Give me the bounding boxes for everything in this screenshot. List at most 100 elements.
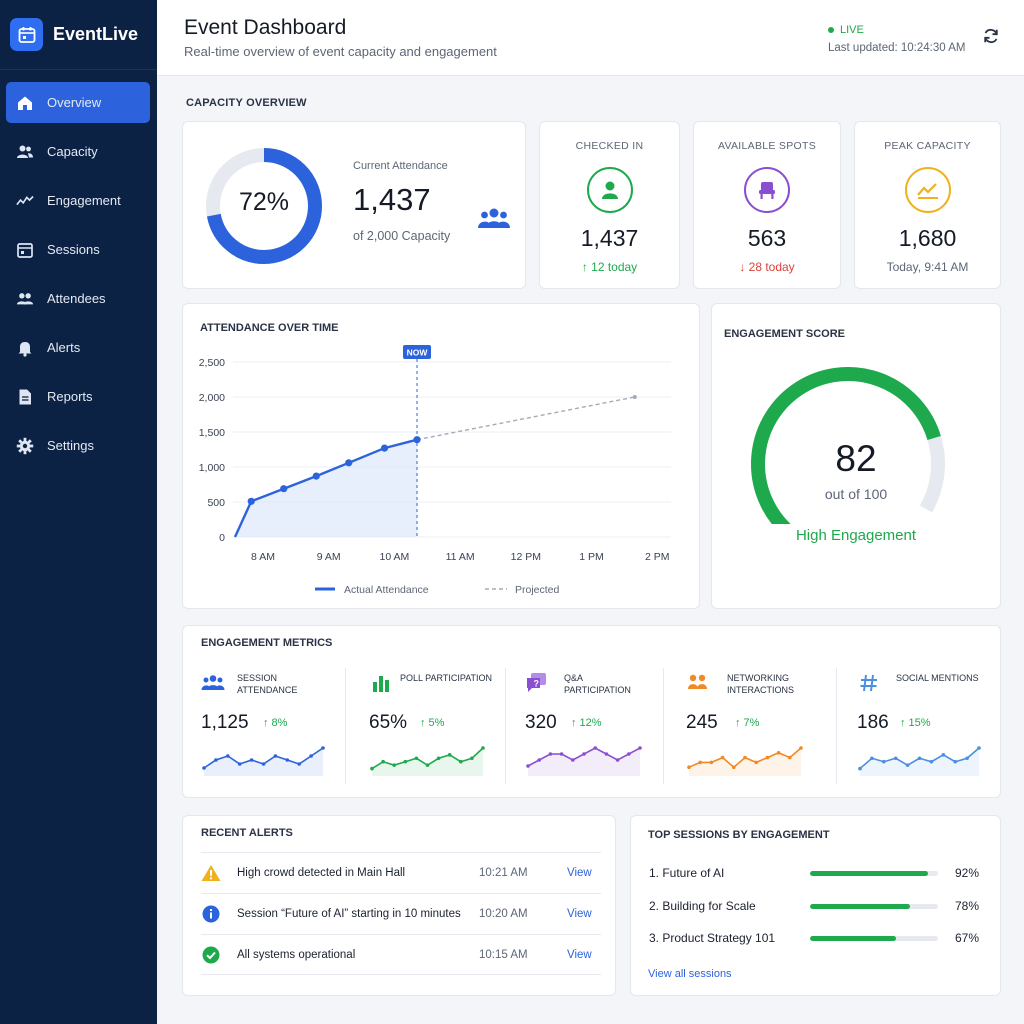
sparkline-point (285, 758, 290, 762)
chat-icon: ? (525, 672, 549, 694)
warning-icon (201, 863, 221, 883)
sparkline-point (929, 759, 934, 764)
live-dot-icon (828, 27, 834, 33)
sparkline-point (615, 758, 620, 762)
network-icon (686, 672, 710, 694)
sparkline-point (870, 756, 874, 761)
sidebar-item-label: Attendees (47, 291, 106, 306)
session-row: 1. Future of AI 92% (649, 864, 989, 884)
sparkline-point (858, 766, 862, 771)
stat-value: 563 (747, 225, 787, 251)
page-title: Event Dashboard (184, 16, 347, 39)
sparkline-area (689, 748, 801, 776)
metric-value: 186 (857, 712, 889, 733)
now-badge (403, 345, 431, 359)
last-updated: Last updated: 10:24:30 AM (828, 42, 966, 54)
capacity-percent: 72% (238, 188, 290, 216)
sidebar-item-engagement[interactable]: Engagement (6, 180, 150, 221)
sparkline-point (799, 746, 803, 750)
capacity-total: of 2,000 Capacity (353, 229, 451, 243)
live-label: LIVE (840, 24, 864, 36)
attendance-chart: 0 500 1,000 1,500 2,000 2,500 8 AM 9 AM 10 AM 11 … (199, 345, 671, 596)
stat-label: CHECKED IN (575, 140, 644, 152)
metric-poll-participation: POLL PARTICIPATION 65% ↑ 5% (369, 666, 509, 786)
sparkline-point (237, 762, 242, 766)
metric-change: ↑ 5% (420, 717, 445, 729)
sparkline-point (732, 765, 736, 769)
sparkline-area (528, 748, 640, 776)
sparkline-social-mentions (858, 746, 981, 776)
gear-icon (16, 437, 34, 455)
metric-label: Q&A PARTICIPATION (564, 673, 631, 695)
sidebar-item-attendees[interactable]: Attendees (6, 278, 150, 319)
metric-value: 65% (369, 712, 408, 733)
stat-value: 1,437 (580, 225, 639, 251)
recent-alerts-title: RECENT ALERTS (201, 827, 293, 839)
view-all-sessions-link[interactable]: View all sessions (648, 968, 732, 980)
sparkline-point (273, 754, 278, 758)
attendance-chart-card: ATTENDANCE OVER TIME 0 500 1,000 1,500 2,000… (182, 303, 700, 609)
sparkline-point (893, 756, 898, 761)
x-tick-label: 12 PM (511, 551, 541, 563)
alert-view-link[interactable]: View (567, 949, 592, 961)
sparkline-point (459, 759, 463, 764)
alert-time: 10:20 AM (479, 908, 528, 920)
sidebar-item-capacity[interactable]: Capacity (6, 131, 150, 172)
capacity-donut (206, 148, 322, 264)
sidebar-item-alerts[interactable]: Alerts (6, 327, 150, 368)
sidebar: EventLive Overview Capacity Engagement S… (0, 0, 157, 1024)
hashtag-icon (857, 672, 881, 694)
metric-label: SOCIAL MENTIONS (896, 673, 979, 683)
sparkline-point (309, 754, 313, 758)
alert-row: All systems operational 10:15 AM View (201, 934, 601, 975)
sparkline-area (204, 748, 323, 776)
session-percent: 78% (955, 899, 980, 913)
sparkline-point (226, 754, 230, 758)
metric-change: ↑ 15% (900, 717, 931, 729)
attendance-chart-title: ATTENDANCE OVER TIME (200, 322, 339, 334)
info-icon (201, 904, 221, 924)
actual-attendance-area (235, 439, 417, 537)
sparkline-point (593, 746, 597, 750)
stat-change: ↑ 12 today (581, 260, 638, 274)
sparkline-point (709, 760, 714, 765)
sidebar-item-label: Overview (47, 95, 102, 110)
gauge-fill (751, 367, 941, 524)
sidebar-item-settings[interactable]: Settings (6, 425, 150, 466)
metric-change: ↑ 12% (571, 717, 602, 729)
x-tick-label: 10 AM (380, 551, 410, 563)
sparkline-point (905, 763, 910, 767)
top-sessions-card: TOP SESSIONS BY ENGAGEMENT 1. Future of … (630, 815, 1001, 996)
sidebar-item-label: Sessions (47, 242, 100, 257)
sparkline-point (720, 755, 725, 760)
session-bar-track (810, 904, 938, 909)
alert-view-link[interactable]: View (567, 867, 592, 879)
sparkline-point (941, 753, 946, 757)
person-icon (586, 167, 633, 213)
group-icon (477, 206, 511, 237)
sparkline-session-attendance (202, 746, 325, 776)
sparkline-point (698, 760, 702, 765)
capacity-donut-fill (206, 148, 322, 264)
sparkline-qa-participation (526, 746, 642, 776)
now-badge-label: NOW (407, 348, 429, 358)
session-row: 3. Product Strategy 101 67% (649, 929, 989, 949)
sidebar-item-reports[interactable]: Reports (6, 376, 150, 417)
trend-icon (904, 167, 951, 213)
x-tick-label: 11 AM (446, 551, 475, 563)
sparkline-point (743, 755, 747, 760)
current-attendance-value: 1,437 (353, 182, 431, 217)
sparkline-point (297, 762, 301, 766)
sparkline-point (687, 765, 691, 769)
sidebar-item-overview[interactable]: Overview (6, 82, 150, 123)
document-icon (16, 388, 34, 406)
projected-end-point (632, 395, 637, 399)
alert-view-link[interactable]: View (567, 908, 592, 920)
sidebar-item-sessions[interactable]: Sessions (6, 229, 150, 270)
refresh-button[interactable] (979, 24, 1003, 48)
data-point (345, 459, 353, 467)
metric-divider (836, 668, 837, 784)
live-indicator: LIVE (828, 24, 864, 36)
sparkline-point (571, 758, 575, 762)
projected-line (416, 396, 635, 441)
